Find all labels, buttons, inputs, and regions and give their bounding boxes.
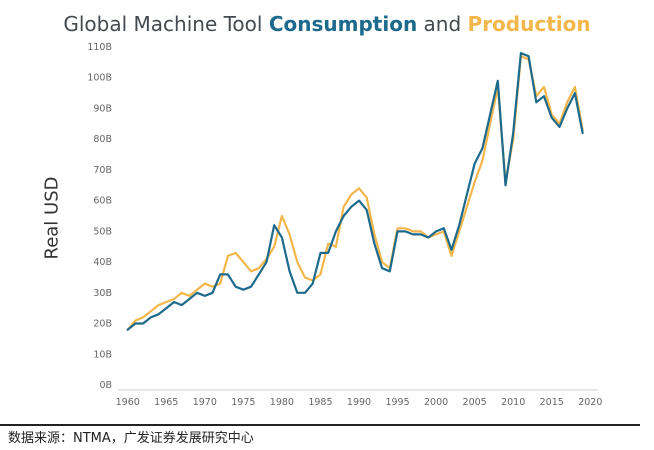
source-note: 数据来源：NTMA，广发证券发展研究中心 bbox=[8, 431, 254, 446]
y-tick-label: 80B bbox=[93, 134, 112, 145]
y-tick-label: 60B bbox=[93, 196, 112, 207]
y-tick-label: 40B bbox=[93, 257, 112, 268]
x-tick-label: 1965 bbox=[154, 397, 178, 408]
y-tick-label: 100B bbox=[87, 73, 112, 84]
title-production: Production bbox=[467, 12, 591, 36]
y-tick-label: 10B bbox=[93, 349, 112, 360]
y-tick-label: 110B bbox=[87, 42, 112, 53]
x-tick-label: 2005 bbox=[463, 397, 487, 408]
x-tick-label: 2010 bbox=[501, 397, 525, 408]
x-tick-label: 2000 bbox=[424, 397, 448, 408]
chart-title: Global Machine Tool Consumption and Prod… bbox=[0, 12, 654, 36]
x-tick-label: 1980 bbox=[270, 397, 294, 408]
y-tick-label: 30B bbox=[93, 288, 112, 299]
x-tick-label: 1990 bbox=[347, 397, 371, 408]
series-line-consumption bbox=[126, 51, 584, 331]
y-tick-label: 90B bbox=[93, 103, 112, 114]
x-tick-label: 1985 bbox=[308, 397, 332, 408]
x-tick-label: 1960 bbox=[116, 397, 140, 408]
y-tick-label: 70B bbox=[93, 165, 112, 176]
x-tick-label: 1970 bbox=[193, 397, 217, 408]
title-consumption: Consumption bbox=[268, 12, 418, 36]
title-part-1: Global Machine Tool bbox=[63, 12, 269, 36]
line-chart: 0B 10B 20B 30B 40B 50B 60B 70B 80B 90B 100B 110B 196… bbox=[87, 42, 602, 408]
x-tick-label: 2015 bbox=[540, 397, 564, 408]
y-tick-label: 0B bbox=[99, 380, 112, 391]
divider-line bbox=[0, 424, 640, 426]
x-tick-label: 2020 bbox=[578, 397, 602, 408]
y-tick-label: 50B bbox=[93, 226, 112, 237]
y-tick-label: 20B bbox=[93, 319, 112, 330]
title-part-3: and bbox=[417, 12, 468, 36]
series-line-production bbox=[126, 55, 584, 331]
x-tick-label: 1975 bbox=[231, 397, 255, 408]
x-tick-label: 1995 bbox=[385, 397, 409, 408]
